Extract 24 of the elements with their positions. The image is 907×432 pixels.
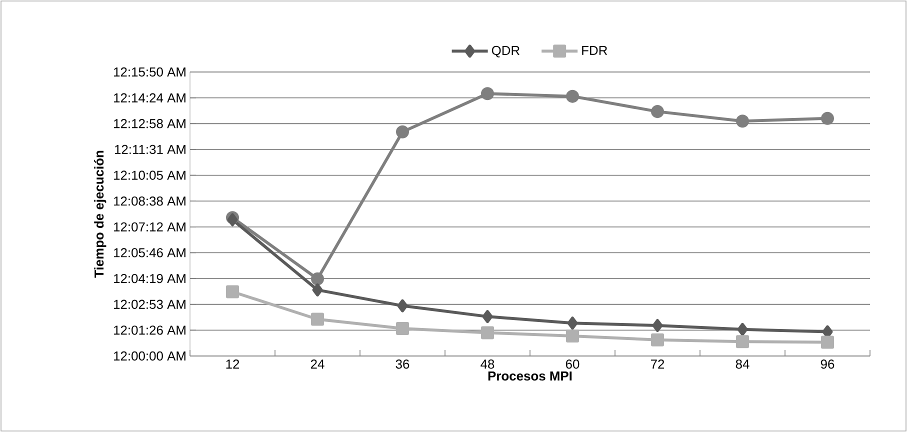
y-tick-label: 12:15:50 AM — [114, 67, 186, 77]
y-tick-label: 12:05:46 AM — [114, 248, 186, 258]
x-tick-label: 96 — [820, 360, 834, 369]
y-tick-label: 12:14:24 AM — [114, 93, 186, 102]
x-axis-title: Procesos MPI — [488, 372, 572, 381]
legend-label: QDR — [492, 46, 520, 58]
y-tick-label: 12:10:05 AM — [114, 170, 186, 180]
y-tick-label: 12:00:00 AM — [114, 351, 186, 361]
legend-label: FDR — [582, 46, 608, 55]
y-tick-label: 12:01:26 AM — [114, 326, 186, 335]
x-tick-label: 24 — [310, 360, 324, 369]
x-tick-label: 36 — [396, 360, 410, 369]
x-tick-label: 12 — [226, 360, 240, 369]
x-tick-label: 72 — [650, 360, 664, 369]
y-tick-label: 12:11:31 AM — [114, 144, 186, 154]
y-tick-label: 12:04:19 AM — [114, 274, 186, 284]
y-tick-label: 12:02:53 AM — [114, 300, 186, 309]
x-tick-label: 60 — [566, 360, 580, 369]
y-tick-label: 12:08:38 AM — [114, 196, 186, 206]
y-tick-label: 12:07:12 AM — [114, 222, 186, 232]
y-axis-title: Tiempo de ejecución — [94, 150, 106, 278]
x-tick-label: 84 — [736, 360, 750, 369]
x-tick-label: 48 — [480, 360, 494, 369]
y-tick-label: 12:12:58 AM — [114, 119, 186, 128]
